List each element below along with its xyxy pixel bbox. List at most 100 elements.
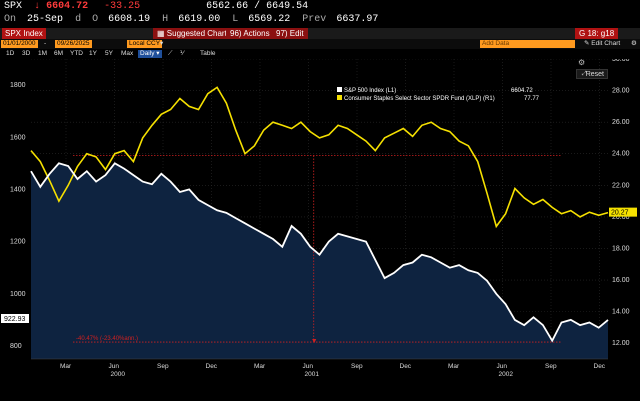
last-price: 6604.72	[46, 1, 89, 12]
spx-area-fill	[31, 163, 608, 359]
period-5y[interactable]: 5Y	[105, 50, 113, 57]
chart-type-icon[interactable]: ⅟	[180, 50, 184, 57]
x-tick-label: Sep	[351, 363, 363, 370]
zoom-icon[interactable]: ⤢	[582, 71, 587, 77]
x-tick-label: Mar	[254, 363, 266, 370]
x-tick-label: Jun	[303, 363, 314, 370]
edit-button[interactable]: 97) Edit	[272, 28, 308, 39]
right-axis: 12.00 14.00 16.00 18.00 20.00 22.00 24.00 26.00…	[612, 59, 630, 347]
right-tick-label: 14.00	[612, 309, 630, 316]
xlp-series-line	[30, 86, 609, 229]
security-title[interactable]: SPX Index	[2, 28, 46, 39]
legend: S&P 500 Index (L1) 6604.72 Consumer Stap…	[337, 87, 540, 102]
on-label: On	[4, 14, 17, 25]
left-tick-label: 1400	[10, 186, 26, 193]
date-bar: 01/01/2000 - 09/26/2025 Local CCY ▾ Add …	[0, 39, 640, 49]
period-1d[interactable]: 1D	[6, 50, 15, 57]
x-tick-label: Mar	[60, 363, 72, 370]
low-label: L	[232, 14, 239, 25]
price-chart[interactable]: ▼ -40.47% (-23.40%ann.) 800 1000 1200 1400 1…	[0, 59, 640, 401]
x-year-label: 2000	[111, 371, 126, 378]
day-range: 6562.66 / 6649.54	[206, 1, 309, 12]
x-tick-label: Jun	[497, 363, 508, 370]
chevron-down-icon[interactable]: ▾	[160, 40, 164, 47]
pencil-icon: ✎	[584, 40, 592, 47]
prev-value: 6637.97	[336, 14, 379, 25]
period-1m[interactable]: 1M	[38, 50, 48, 57]
x-tick-label: Sep	[157, 363, 169, 370]
right-tick-label: 30.00	[612, 59, 630, 63]
open-value: 6608.19	[108, 14, 151, 25]
frequency-select[interactable]: Daily ▾	[138, 50, 162, 58]
period-max[interactable]: Max	[121, 50, 134, 57]
right-tick-label: 28.00	[612, 88, 630, 95]
settings-icon[interactable]: ⚙	[631, 40, 637, 47]
right-tick-label: 18.00	[612, 245, 630, 252]
high-label: H	[162, 14, 169, 25]
left-current-label: 922.93	[4, 316, 26, 323]
grid-icon: ▦	[157, 29, 167, 38]
start-date-input[interactable]: 01/01/2000	[1, 40, 38, 48]
left-tick-label: 1200	[10, 239, 26, 246]
quote-date: 25-Sep	[27, 14, 64, 25]
low-value: 6569.22	[248, 14, 291, 25]
right-current-badge	[609, 207, 637, 217]
legend-xlp-name: Consumer Staples Select Sector SPDR Fund…	[344, 96, 495, 102]
down-arrow-icon: ↓	[34, 1, 41, 12]
left-current-badge	[1, 314, 29, 323]
period-3d[interactable]: 3D	[22, 50, 31, 57]
right-tick-label: 20.00	[612, 214, 630, 221]
table-button[interactable]: Table	[200, 50, 216, 57]
page-indicator[interactable]: G 18: g18	[575, 28, 619, 39]
add-data-input[interactable]: Add Data	[480, 40, 575, 48]
right-tick-label: 24.00	[612, 151, 630, 158]
period-6m[interactable]: 6M	[54, 50, 64, 57]
quote-row-1: SPX ↓ 6604.72 -33.25 6562.66 / 6649.54	[4, 1, 308, 12]
right-tick-label: 12.00	[612, 340, 630, 347]
x-tick-label: Dec	[400, 363, 412, 370]
x-axis: Mar Jun Sep Dec Mar Jun Sep Dec Mar Jun Sep Dec 2000…	[31, 358, 608, 378]
x-tick-label: Jun	[109, 363, 120, 370]
spx-series-line	[30, 162, 609, 343]
quote-row-2: On 25-Sep d O 6608.19 H 6619.00 L 6569.2…	[4, 14, 384, 25]
legend-spx-name: S&P 500 Index (L1)	[344, 88, 396, 94]
high-value: 6619.00	[178, 14, 221, 25]
actions-button[interactable]: 96) Actions	[226, 28, 274, 39]
actions-number: 96)	[230, 29, 244, 38]
x-year-label: 2001	[305, 371, 320, 378]
return-annotation: -40.47% (-23.40%ann.)	[76, 336, 138, 342]
ticker-symbol[interactable]: SPX	[4, 1, 23, 12]
legend-spx-value: 6604.72	[511, 88, 533, 94]
edit-number: 97)	[276, 29, 290, 38]
command-bar: SPX Index ▦ Suggested Charts 96) Actions…	[0, 28, 640, 39]
quote-header: SPX ↓ 6604.72 -33.25 6562.66 / 6649.54 O…	[0, 0, 640, 28]
x-tick-label: Mar	[448, 363, 460, 370]
legend-swatch-spx	[337, 87, 342, 92]
end-date-input[interactable]: 09/26/2025	[55, 40, 92, 48]
x-tick-label: Dec	[206, 363, 218, 370]
currency-input[interactable]: Local CCY	[127, 40, 163, 48]
line-chart-icon[interactable]: ⟋	[168, 50, 173, 57]
left-tick-label: 1800	[10, 82, 26, 89]
right-tick-label: 16.00	[612, 277, 630, 284]
chart-settings-icon[interactable]: ⚙	[578, 58, 586, 67]
x-tick-label: Sep	[545, 363, 557, 370]
left-axis: 800 1000 1200 1400 1600 1800	[10, 82, 26, 350]
legend-swatch-xlp	[337, 95, 342, 100]
edit-chart-button[interactable]: ✎ Edit Chart	[584, 40, 621, 47]
period-ytd[interactable]: YTD	[70, 50, 83, 57]
x-tick-label: Dec	[594, 363, 606, 370]
left-tick-label: 1600	[10, 134, 26, 141]
right-current-label: 20.27	[611, 210, 629, 217]
right-tick-label: 22.00	[612, 182, 630, 189]
right-tick-label: 26.00	[612, 119, 630, 126]
open-label: O	[92, 14, 99, 25]
d-label: d	[75, 14, 82, 25]
date-separator: -	[44, 40, 47, 47]
reset-button[interactable]: Reset	[576, 69, 608, 79]
reference-arrow-icon: ▼	[311, 338, 318, 345]
price-change: -33.25	[104, 1, 141, 12]
period-1y[interactable]: 1Y	[89, 50, 97, 57]
legend-xlp-value: 77.77	[524, 96, 540, 102]
suggested-charts-button[interactable]: ▦ Suggested Charts	[153, 28, 235, 39]
